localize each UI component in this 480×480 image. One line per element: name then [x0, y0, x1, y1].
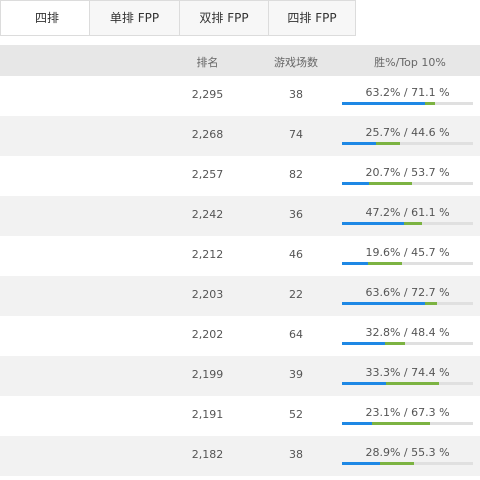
win-bar-fill — [342, 262, 368, 265]
win-bar-fill — [342, 182, 370, 185]
win-top10-bar — [342, 382, 473, 385]
win-top10-bar — [342, 462, 473, 465]
win-top10-percent: 23.1% / 67.3 % — [365, 406, 450, 419]
tab-duo-fpp[interactable]: 双排 FPP — [180, 0, 269, 36]
rank-value: 2,203 — [191, 288, 224, 301]
games-value: 64 — [289, 328, 303, 341]
rank-value: 2,295 — [191, 88, 224, 101]
column-header-rank[interactable]: 排名 — [196, 56, 219, 69]
table-header: 排名 游戏场数 胜%/Top 10% — [0, 45, 480, 76]
rank-value: 2,212 — [191, 248, 224, 261]
games-value: 82 — [289, 168, 303, 181]
games-value: 46 — [289, 248, 303, 261]
rank-value: 2,268 — [191, 128, 224, 141]
table-row[interactable]: 2,242 36 47.2% / 61.1 % — [0, 196, 480, 236]
table-row[interactable]: 2,191 52 23.1% / 67.3 % — [0, 396, 480, 436]
tab-squad-fpp[interactable]: 四排 FPP — [269, 0, 356, 36]
win-top10-percent: 63.2% / 71.1 % — [365, 86, 450, 99]
win-top10-percent: 20.7% / 53.7 % — [365, 166, 450, 179]
rank-value: 2,257 — [191, 168, 224, 181]
games-value: 38 — [289, 88, 303, 101]
win-bar-fill — [342, 222, 404, 225]
win-top10-bar — [342, 342, 473, 345]
win-bar-fill — [342, 382, 386, 385]
win-bar-fill — [342, 342, 385, 345]
rank-value: 2,182 — [191, 448, 224, 461]
table-row[interactable]: 2,182 38 28.9% / 55.3 % — [0, 436, 480, 476]
table-row[interactable]: 2,212 46 19.6% / 45.7 % — [0, 236, 480, 276]
win-top10-percent: 33.3% / 74.4 % — [365, 366, 450, 379]
win-top10-percent: 63.6% / 72.7 % — [365, 286, 450, 299]
games-value: 36 — [289, 208, 303, 221]
win-top10-bar — [342, 182, 473, 185]
rank-value: 2,191 — [191, 408, 224, 421]
top10-bar-fill — [342, 382, 440, 385]
win-top10-percent: 19.6% / 45.7 % — [365, 246, 450, 259]
games-value: 22 — [289, 288, 303, 301]
top10-bar-fill — [342, 262, 402, 265]
win-top10-percent: 28.9% / 55.3 % — [365, 446, 450, 459]
win-top10-bar — [342, 102, 473, 105]
rank-value: 2,202 — [191, 328, 224, 341]
win-top10-bar — [342, 422, 473, 425]
column-header-win-top10[interactable]: 胜%/Top 10% — [374, 56, 446, 69]
leaderboard-rows: 2,295 38 63.2% / 71.1 % 2,268 74 25.7% / 44.6… — [0, 76, 480, 476]
win-top10-percent: 47.2% / 61.1 % — [365, 206, 450, 219]
table-row[interactable]: 2,203 22 63.6% / 72.7 % — [0, 276, 480, 316]
tab-squad[interactable]: 四排 — [0, 0, 90, 36]
win-top10-bar — [342, 262, 473, 265]
top10-bar-fill — [342, 182, 413, 185]
tab-solo-fpp[interactable]: 单排 FPP — [90, 0, 180, 36]
rank-value: 2,199 — [191, 368, 224, 381]
win-bar-fill — [342, 302, 426, 305]
table-row[interactable]: 2,257 82 20.7% / 53.7 % — [0, 156, 480, 196]
table-row[interactable]: 2,295 38 63.2% / 71.1 % — [0, 76, 480, 116]
column-header-games[interactable]: 游戏场数 — [274, 56, 318, 69]
games-value: 38 — [289, 448, 303, 461]
games-value: 74 — [289, 128, 303, 141]
win-top10-percent: 32.8% / 48.4 % — [365, 326, 450, 339]
win-bar-fill — [342, 422, 373, 425]
table-row[interactable]: 2,199 39 33.3% / 74.4 % — [0, 356, 480, 396]
rank-value: 2,242 — [191, 208, 224, 221]
win-top10-percent: 25.7% / 44.6 % — [365, 126, 450, 139]
top10-bar-fill — [342, 422, 431, 425]
win-bar-fill — [342, 462, 380, 465]
games-value: 39 — [289, 368, 303, 381]
games-value: 52 — [289, 408, 303, 421]
win-top10-bar — [342, 222, 473, 225]
table-row[interactable]: 2,202 64 32.8% / 48.4 % — [0, 316, 480, 356]
win-bar-fill — [342, 102, 425, 105]
win-top10-bar — [342, 302, 473, 305]
win-bar-fill — [342, 142, 376, 145]
win-top10-bar — [342, 142, 473, 145]
mode-tabs: 四排 单排 FPP 双排 FPP 四排 FPP — [0, 0, 480, 36]
table-row[interactable]: 2,268 74 25.7% / 44.6 % — [0, 116, 480, 156]
